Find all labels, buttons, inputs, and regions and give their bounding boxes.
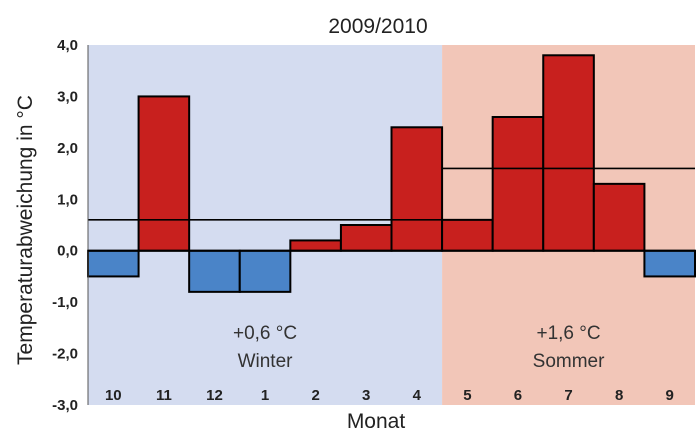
bar-1 <box>238 249 292 293</box>
season-labels: +0,6 °C Winter +1,6 °C Sommer <box>233 323 605 372</box>
x-tick-label: 10 <box>105 387 122 404</box>
y-tick-label: -3,0 <box>52 397 78 414</box>
bar-11 <box>137 95 191 252</box>
bar-7 <box>542 54 595 252</box>
y-tick-label: -2,0 <box>52 346 78 363</box>
summer-season-label: Sommer <box>533 351 605 372</box>
x-tick-labels: 10 11 12 1 2 3 4 5 6 7 8 9 <box>105 387 674 404</box>
bar-10 <box>87 249 140 278</box>
y-tick-labels: 4,0 3,0 2,0 1,0 0,0 -1,0 -2,0 -3,0 <box>52 37 78 414</box>
y-tick-label: 2,0 <box>57 140 78 157</box>
x-tick-label: 6 <box>514 387 522 404</box>
y-tick-label: 0,0 <box>57 243 78 260</box>
y-tick-label: -1,0 <box>52 294 78 311</box>
season-mean-lines <box>88 167 695 221</box>
x-tick-label: 8 <box>615 387 623 404</box>
winter-season-label: Winter <box>238 351 294 372</box>
bar-2 <box>289 239 342 252</box>
x-tick-label: 2 <box>311 387 319 404</box>
summer-mean-label: +1,6 °C <box>536 323 600 344</box>
y-tick-label: 4,0 <box>57 37 78 54</box>
y-tick-label: 1,0 <box>57 191 78 208</box>
x-tick-label: 1 <box>261 387 269 404</box>
x-tick-label: 12 <box>206 387 223 404</box>
y-tick-label: 3,0 <box>57 88 78 105</box>
x-tick-label: 9 <box>666 387 674 404</box>
y-axis-label: Temperaturabweichung in °C <box>14 95 37 365</box>
winter-mean-label: +0,6 °C <box>233 323 297 344</box>
bar-12 <box>188 249 241 293</box>
x-tick-label: 7 <box>564 387 572 404</box>
bar-8 <box>592 182 646 252</box>
bar-5 <box>441 218 494 252</box>
x-tick-label: 5 <box>463 387 471 404</box>
bar-6 <box>491 116 545 252</box>
chart-title: 2009/2010 <box>328 15 427 38</box>
x-tick-label: 11 <box>156 387 172 404</box>
bar-3 <box>339 224 393 252</box>
x-axis-label: Monat <box>347 410 406 433</box>
x-tick-label: 4 <box>413 387 422 404</box>
bar-9 <box>643 249 697 278</box>
bar-4 <box>390 126 444 252</box>
axes <box>87 45 695 405</box>
x-tick-label: 3 <box>362 387 370 404</box>
